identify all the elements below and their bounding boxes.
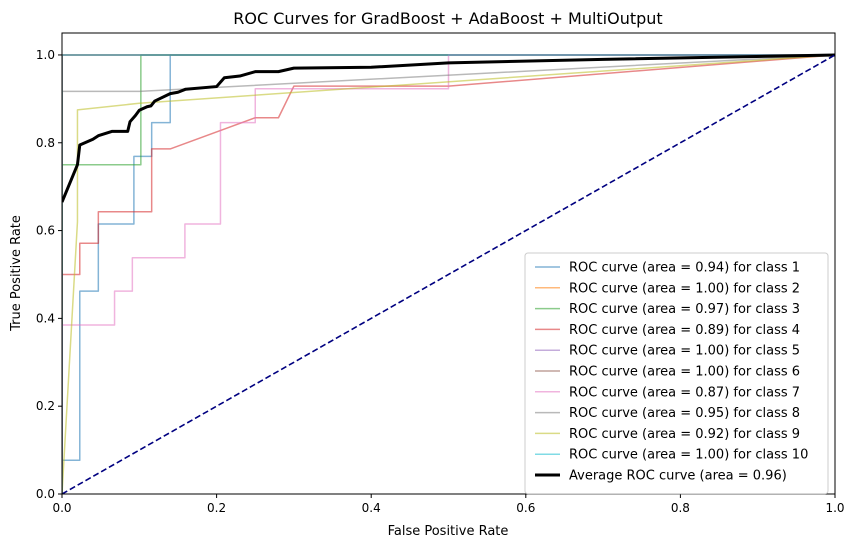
chance-diagonal-line xyxy=(62,54,835,494)
legend-label: ROC curve (area = 0.94) for class 1 xyxy=(569,261,800,276)
roc-line-class-10 xyxy=(62,54,835,494)
axis-ticks: 0.0 0.2 0.4 0.6 0.8 1.0 0.0 0.2 0.4 0.6 0.8 1.0 xyxy=(36,48,845,515)
y-axis-label: True Positive Rate xyxy=(9,215,24,332)
y-tick-label: 0.6 xyxy=(36,224,55,238)
x-tick-label: 0.2 xyxy=(207,501,226,515)
chart-title: ROC Curves for GradBoost + AdaBoost + Mu… xyxy=(233,9,662,28)
y-tick-label: 0.4 xyxy=(36,311,55,325)
y-tick-label: 0.0 xyxy=(36,487,55,501)
roc-line-class-1 xyxy=(62,54,835,494)
y-tick-label: 1.0 xyxy=(36,48,55,62)
roc-line-class-4 xyxy=(62,54,835,494)
legend-box xyxy=(524,252,829,495)
legend-label: ROC curve (area = 1.00) for class 10 xyxy=(569,448,808,463)
average-roc-line xyxy=(62,53,835,203)
legend-label: ROC curve (area = 1.00) for class 5 xyxy=(569,344,800,359)
legend-label: ROC curve (area = 0.89) for class 4 xyxy=(569,323,800,338)
legend: ROC curve (area = 0.94) for class 1 ROC c… xyxy=(524,252,829,495)
legend-label: ROC curve (area = 0.87) for class 7 xyxy=(569,385,800,400)
x-axis-label: False Positive Rate xyxy=(388,524,509,539)
legend-label: ROC curve (area = 1.00) for class 6 xyxy=(569,365,800,380)
legend-label: Average ROC curve (area = 0.96) xyxy=(569,469,787,484)
x-tick-label: 1.0 xyxy=(825,501,844,515)
roc-line-class-7 xyxy=(62,54,835,494)
y-tick-label: 0.8 xyxy=(36,136,55,150)
x-tick-label: 0.6 xyxy=(516,501,535,515)
plot-curves xyxy=(62,53,835,494)
plot-frame xyxy=(61,32,836,495)
legend-label: ROC curve (area = 1.00) for class 2 xyxy=(569,281,800,296)
legend-label: ROC curve (area = 0.92) for class 9 xyxy=(569,427,800,442)
legend-label: ROC curve (area = 0.95) for class 8 xyxy=(569,406,800,421)
y-tick-label: 0.2 xyxy=(36,399,55,413)
x-tick-label: 0.0 xyxy=(52,501,71,515)
legend-label: ROC curve (area = 0.97) for class 3 xyxy=(569,302,800,317)
roc-line-class-8 xyxy=(62,54,835,494)
roc-line-class-9 xyxy=(62,54,835,494)
x-tick-label: 0.4 xyxy=(362,501,381,515)
x-tick-label: 0.8 xyxy=(671,501,690,515)
